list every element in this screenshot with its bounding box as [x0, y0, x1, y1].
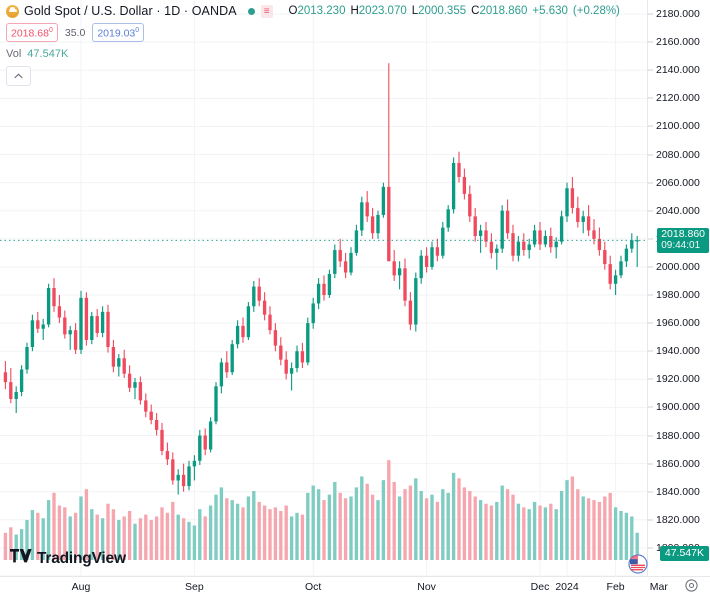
open-value: 2013.230: [297, 5, 346, 17]
time-tick-label: Nov: [417, 581, 436, 593]
price-tick-label: 2100.000: [656, 120, 700, 133]
price-tick-label: 1940.000: [656, 345, 700, 358]
price-axis-separator: [647, 0, 648, 576]
price-tick-dash: [648, 406, 653, 408]
volume-value-tag: 47.547K: [659, 546, 709, 561]
price-tick-label: 2040.000: [656, 204, 700, 217]
low-value: 2000.355: [418, 5, 467, 17]
price-axis[interactable]: 2180.000 2160.000 2140.000 2120.000 2100.000…: [648, 0, 710, 576]
price-tick-label: 2140.000: [656, 64, 700, 77]
low-label: L: [411, 5, 419, 17]
chevron-up-icon[interactable]: [6, 66, 31, 86]
price-tick-dash: [648, 210, 653, 212]
price-tick-label: 1820.000: [656, 513, 700, 526]
ask-price-sup: 0: [135, 27, 140, 35]
price-tick-dash: [648, 519, 653, 521]
chart-legend: Gold Spot / U.S. Dollar · 1D · OANDA ≡ O…: [6, 2, 620, 86]
price-tick-dash: [648, 378, 653, 380]
price-tick-dash: [648, 266, 653, 268]
price-tick-dash: [648, 547, 653, 549]
price-tick-dash: [648, 435, 653, 436]
volume-value: 47.547K: [27, 48, 69, 60]
price-tick-dash: [648, 238, 653, 240]
volume-legend[interactable]: Vol 47.547K: [6, 46, 620, 62]
price-tick-label: 2060.000: [656, 176, 700, 189]
tradingview-watermark: TradingView: [10, 549, 126, 568]
bid-price-value: 2018.68: [11, 27, 49, 40]
change-value: +5.630: [532, 5, 568, 17]
price-tick-dash: [648, 322, 653, 324]
price-tick-dash: [648, 97, 653, 99]
equals-badge-icon[interactable]: ≡: [260, 4, 273, 18]
time-tick-label: Sep: [185, 581, 204, 593]
high-value: 2023.070: [358, 5, 407, 17]
volume-label: Vol: [6, 48, 22, 60]
time-axis-separator: [0, 576, 710, 577]
price-tick-dash: [648, 294, 653, 296]
open-label: O: [288, 5, 298, 17]
time-tick-label: Feb: [606, 581, 625, 593]
price-tick-dash: [648, 350, 653, 352]
price-tick-label: 1960.000: [656, 317, 700, 330]
change-percent: (+0.28%): [572, 5, 620, 17]
price-tick-label: 1840.000: [656, 485, 700, 498]
price-tick-label: 1880.000: [656, 429, 700, 442]
bid-ask-row: 2018.680 35.0 2019.030: [6, 23, 620, 42]
close-value: 2018.860: [479, 5, 528, 17]
candlesticks: [3, 63, 639, 495]
gear-icon[interactable]: [685, 579, 698, 597]
time-tick-label: 2024: [555, 581, 579, 593]
time-tick-label: Oct: [305, 581, 322, 593]
price-tick-dash: [648, 182, 653, 184]
ohlc-values: O2013.230 H2023.070 L2000.355 C2018.860 +5.6…: [289, 5, 620, 17]
ask-price-pill[interactable]: 2019.030: [92, 23, 145, 42]
current-price-tag: 2018.860 09:44:01: [657, 228, 709, 254]
price-tick-label: 1980.000: [656, 289, 700, 302]
price-tick-label: 2120.000: [656, 92, 700, 105]
bid-price-sup: 0: [48, 27, 53, 35]
current-price-value: 2018.860: [661, 228, 705, 241]
high-label: H: [350, 5, 359, 17]
us-flag-icon[interactable]: [627, 554, 649, 579]
chart-canvas[interactable]: [0, 0, 710, 576]
price-tick-label: 2000.000: [656, 260, 700, 273]
volume-bars: [3, 460, 639, 560]
series-dot-icon: [247, 7, 255, 15]
price-tick-dash: [648, 69, 653, 71]
close-label: C: [471, 5, 480, 17]
price-tick-dash: [648, 491, 653, 493]
price-tick-label: 1860.000: [656, 457, 700, 470]
time-tick-label: Dec: [530, 581, 550, 593]
gold-coin-icon: [6, 4, 19, 18]
price-tick-label: 2080.000: [656, 148, 700, 161]
bid-price-pill[interactable]: 2018.680: [6, 23, 58, 42]
price-tick-dash: [648, 154, 653, 156]
symbol-title[interactable]: Gold Spot / U.S. Dollar · 1D · OANDA: [24, 4, 237, 18]
ask-price-value: 2019.03: [97, 27, 136, 40]
tv-logo-icon: [10, 549, 32, 568]
spread-value: 35.0: [64, 26, 86, 39]
current-price-time: 09:44:01: [661, 240, 701, 252]
price-tick-label: 2160.000: [656, 36, 700, 49]
price-tick-dash: [648, 41, 653, 43]
price-tick-label: 2180.000: [656, 8, 700, 21]
price-tick-label: 1920.000: [656, 373, 700, 386]
time-tick-label: Aug: [71, 581, 91, 593]
price-tick-dash: [648, 463, 653, 465]
time-axis[interactable]: Aug Sep Oct Nov Dec 2024 Feb Mar: [0, 576, 710, 600]
price-tick-dash: [648, 13, 653, 15]
tradingview-wordmark: TradingView: [37, 549, 126, 567]
price-tick-label: 1900.000: [656, 401, 700, 414]
time-tick-label: Mar: [649, 581, 668, 593]
legend-title-row: Gold Spot / U.S. Dollar · 1D · OANDA ≡ O…: [6, 2, 620, 20]
price-tick-dash: [648, 125, 653, 127]
